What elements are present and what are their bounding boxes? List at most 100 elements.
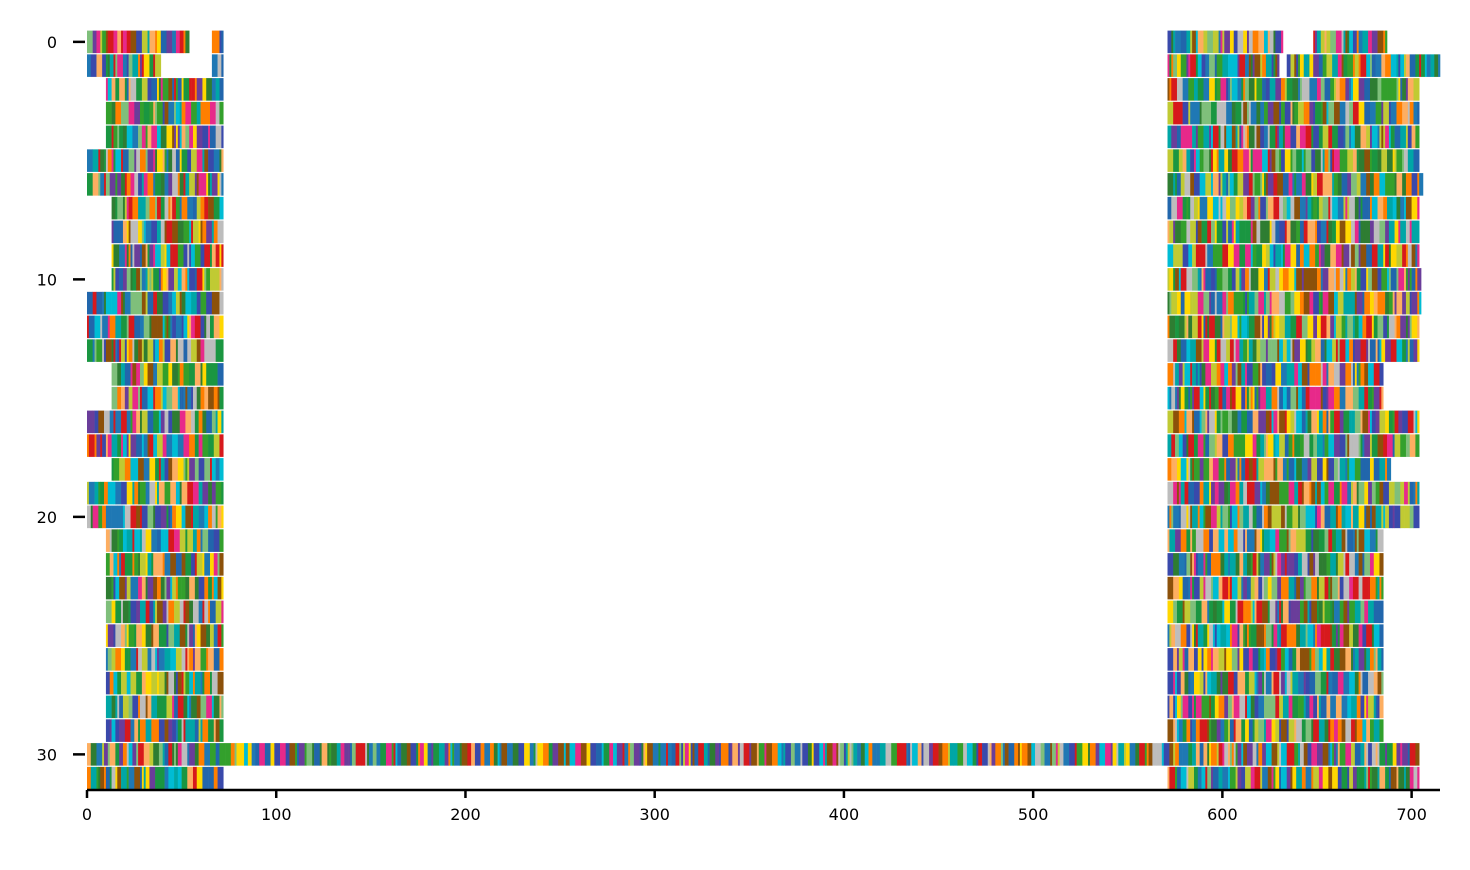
residue-cell [1262,671,1265,695]
residue-cell [141,766,145,790]
residue-cell [87,54,92,77]
residue-cell [145,196,150,220]
residue-cell [157,529,162,552]
residue-cell [1311,173,1314,196]
residue-cell [208,481,213,505]
residue-cell [1175,220,1182,244]
residue-cell [1377,196,1384,220]
residue-cell [1301,363,1308,386]
residue-cell [423,743,428,766]
alignment-row-23 [105,576,1384,600]
residue-cell [1277,553,1282,576]
residue-cell [1409,434,1416,457]
residue-cell [130,410,133,434]
residue-cell [1282,125,1286,149]
residue-cell [1434,54,1439,77]
residue-cell [172,410,179,434]
residue-cell [196,291,201,315]
residue-cell [1167,434,1172,457]
residue-cell [1292,648,1297,671]
residue-cell [149,315,152,339]
residue-cell [217,766,224,790]
residue-cell [1305,149,1312,172]
residue-cell [1271,553,1274,576]
residue-cell [88,481,95,505]
residue-cell [153,505,156,529]
residue-cell [1252,386,1255,410]
residue-cell [191,220,194,244]
residue-cell [1377,268,1382,291]
residue-cell [1296,220,1301,244]
residue-cell [1186,719,1191,742]
residue-cell [1417,291,1420,315]
residue-cell [1192,291,1199,315]
residue-cell [1199,149,1202,172]
residue-cell [1059,743,1064,766]
residue-cell [1241,766,1246,790]
residue-cell [126,30,131,54]
residue-cell [1366,648,1371,671]
residue-cell [1173,410,1180,434]
residue-cell [319,743,322,766]
residue-cell [1320,220,1327,244]
residue-cell [1299,576,1305,600]
residue-cell [953,743,958,766]
residue-cell [1371,481,1376,505]
residue-cell [145,268,148,291]
residue-cell [1294,339,1301,362]
residue-cell [1305,529,1312,552]
residue-cell [96,339,103,362]
residue-cell [1233,434,1240,457]
residue-cell [138,648,143,671]
residue-cell [177,339,184,362]
residue-cell [192,505,199,529]
residue-cell [1290,125,1297,149]
residue-cell [191,101,198,125]
residue-cell [1031,743,1036,766]
residue-cell [1192,624,1195,647]
residue-cell [1315,363,1320,386]
residue-cell [433,743,440,766]
residue-cell [1167,553,1174,576]
residue-cell [1265,671,1272,695]
residue-cell [1239,315,1242,339]
residue-cell [1402,291,1407,315]
residue-cell [1337,54,1342,77]
residue-cell [1233,695,1240,719]
residue-cell [1248,149,1252,172]
residue-cell [204,268,207,291]
residue-cell [1205,244,1208,267]
residue-cell [1178,386,1182,410]
residue-cell [1381,291,1386,315]
residue-cell [111,648,116,671]
residue-cell [1254,173,1261,196]
residue-cell [1373,173,1376,196]
residue-cell [1354,648,1359,671]
residue-cell [1057,743,1060,766]
residue-cell [1184,315,1187,339]
residue-cell [1390,54,1397,77]
residue-cell [1175,529,1182,552]
residue-cell [1417,410,1420,434]
residue-cell [104,766,107,790]
residue-cell [1394,315,1397,339]
residue-cell [1243,78,1246,101]
residue-cell [1377,434,1384,457]
residue-cell [196,78,203,101]
residue-cell [1218,648,1225,671]
residue-cell [1332,529,1337,552]
residue-cell [1192,244,1197,267]
residue-cell [1284,339,1288,362]
residue-cell [1146,743,1149,766]
residue-cell [1364,481,1369,505]
residue-cell [1330,505,1337,529]
residue-cell [1241,458,1246,481]
residue-cell [923,743,930,766]
residue-cell [1330,78,1335,101]
residue-cell [1194,766,1199,790]
residue-cell [111,458,114,481]
residue-cell [1303,291,1310,315]
residue-cell [1411,268,1416,291]
residue-cell [1195,244,1200,267]
residue-cell [1194,78,1199,101]
